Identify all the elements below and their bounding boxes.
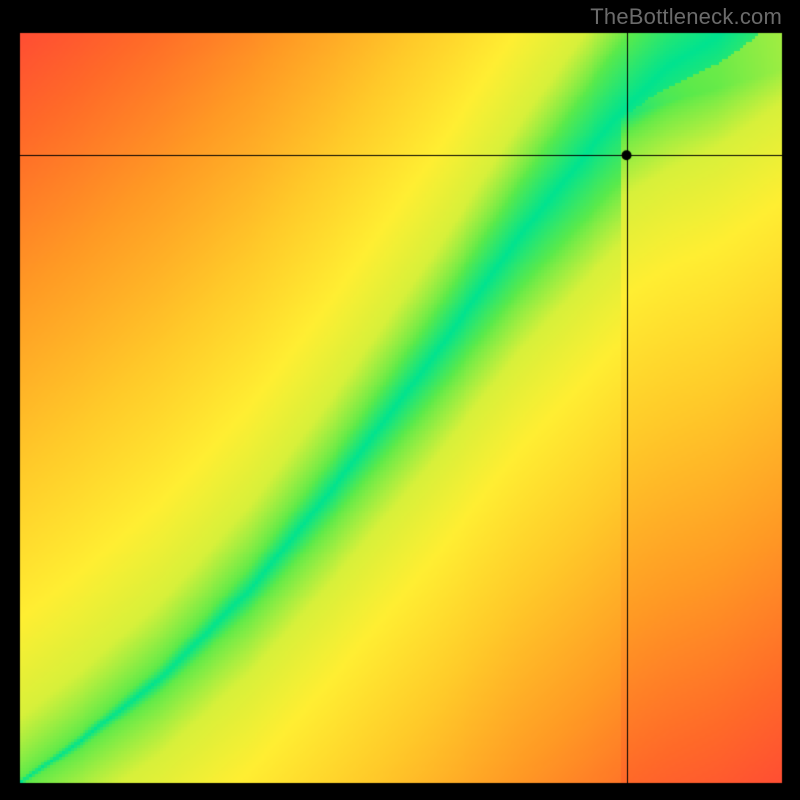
heatmap-canvas xyxy=(0,0,800,800)
chart-root: TheBottleneck.com xyxy=(0,0,800,800)
watermark-text: TheBottleneck.com xyxy=(590,4,782,30)
